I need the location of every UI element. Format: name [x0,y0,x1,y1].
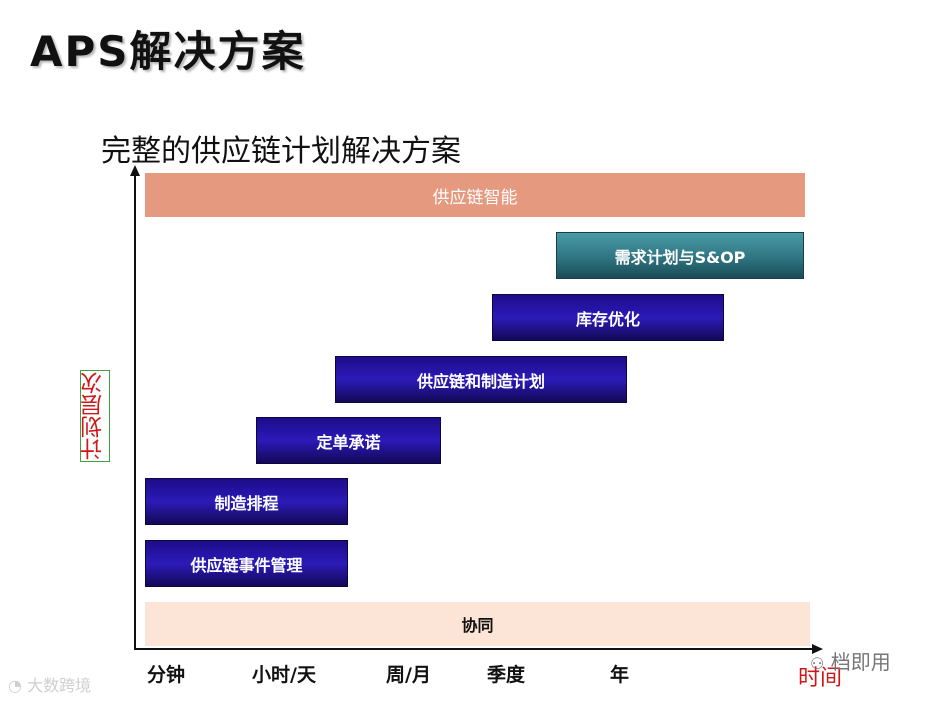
weibo-icon: ◔ [8,676,22,695]
y-axis-label: 计划层次 [81,372,106,460]
x-tick-quarter: 季度 [487,664,526,686]
x-axis-line [134,648,814,650]
watermark-right-text: 档即用 [830,650,891,674]
bar-manufacturing-scheduling: 制造排程 [145,478,348,525]
x-tick-week-month: 周/月 [386,664,431,686]
bar-supply-chain-event-management: 供应链事件管理 [145,540,348,587]
slide-subtitle: 完整的供应链计划解决方案 [101,134,461,169]
x-axis-label: 时间 [798,666,843,691]
watermark-left-text: 大数跨境 [27,676,92,695]
x-tick-year: 年 [610,664,630,686]
y-axis-label-frame [80,370,110,462]
watermark-right: ⚇ 档即用 [810,646,891,675]
bar-order-promising: 定单承诺 [256,417,441,464]
x-axis-arrow [812,644,823,654]
y-axis-arrow [130,165,140,176]
bar-collaboration: 协同 [145,602,810,646]
y-axis-line [134,175,136,650]
bar-supply-chain-intelligence: 供应链智能 [145,173,805,217]
x-tick-minute: 分钟 [147,664,186,686]
bar-demand-planning: 需求计划与S&OP [556,232,804,279]
bar-supply-manufacturing-planning: 供应链和制造计划 [335,356,627,403]
x-tick-hour-day: 小时/天 [252,664,316,686]
slide-title: APS解决方案 [30,27,306,76]
watermark-left: ◔ 大数跨境 [8,672,91,696]
wechat-icon: ⚇ [810,654,825,673]
bar-inventory-optimization: 库存优化 [492,294,724,341]
